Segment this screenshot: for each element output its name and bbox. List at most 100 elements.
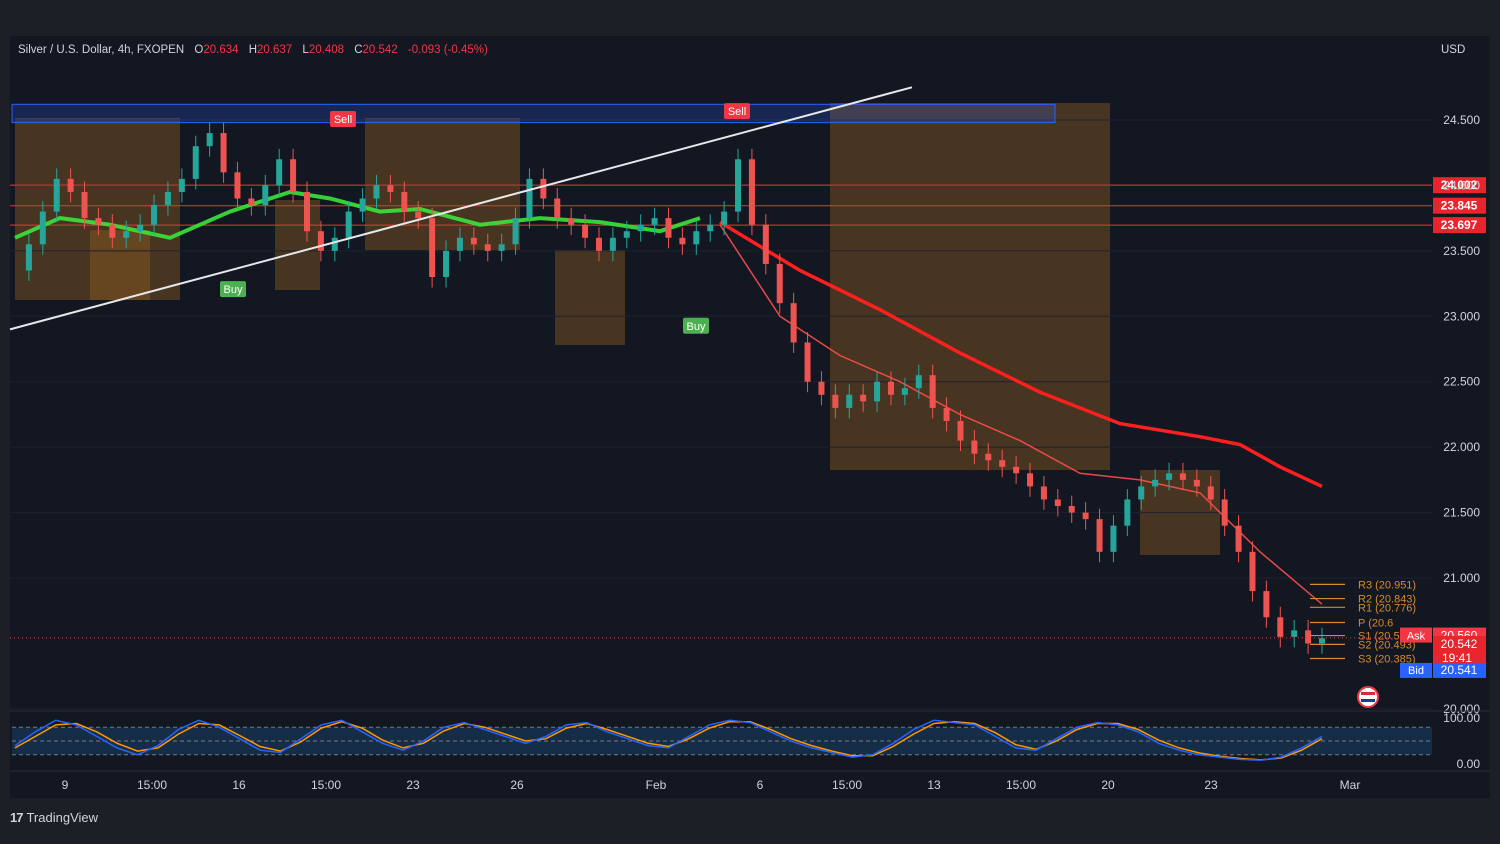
candle-body [623,231,630,238]
candle-body [178,178,185,192]
y-tick-label: 22.500 [1443,375,1480,389]
x-tick-label: 15:00 [137,778,167,792]
currency-label[interactable]: USD [1441,44,1466,56]
close-label: C [354,44,363,56]
candle-body [498,244,505,251]
grid [10,119,1432,710]
candle-body [1277,617,1284,637]
candle-body [915,375,922,389]
candle-body [303,191,310,232]
flag-stripe [1361,692,1375,695]
indicator-lines [14,189,1323,605]
candle-body [1249,551,1256,592]
pivot-label: S3 (20.385) [1358,653,1415,665]
candle-body [665,218,672,238]
candle-body [1221,499,1228,526]
candle-body [1110,525,1117,552]
candle-body [401,191,408,212]
sell-signal [724,103,750,120]
candle-body [679,237,686,245]
candle-body [721,211,728,225]
level-tag [1433,177,1486,194]
candle-body [887,381,894,395]
candle-body [568,218,575,225]
candle-body [901,388,908,395]
candle-body [735,159,742,212]
candle-body [123,231,130,238]
candle-body [248,198,255,206]
tradingview-brand[interactable]: 17 TradingView [10,810,98,825]
candle-body [1082,512,1089,520]
candle-body [1040,486,1047,500]
candle-body [1013,466,1020,474]
candle-body [1193,479,1200,487]
candle-body [637,224,644,232]
x-tick-label: 6 [757,778,764,792]
brand-name: TradingView [26,810,99,825]
candle-body [999,460,1006,467]
candle-body [790,303,797,343]
x-tick-label: 26 [510,778,524,792]
candle-body [971,440,978,454]
bid-value-tag [1433,662,1486,678]
symbol-name: Silver / U.S. Dollar, 4h, FXOPEN [18,44,185,56]
candle-body [1235,525,1242,552]
pivot-label: P (20.6 [1358,617,1393,629]
candle-body [276,159,283,186]
candle-body [387,185,394,192]
ask-tag [1400,627,1432,643]
candle-body [846,394,853,408]
us-flag-icon [1357,686,1379,708]
osc-tick-label: 100.00 [1443,711,1480,725]
candle-body [95,218,102,225]
candle-body [526,178,533,219]
high-value: 20.637 [257,44,293,56]
y-tick-label: 20.000 [1443,702,1480,716]
x-tick-label: 16 [232,778,246,792]
oscillator-pane: 100.00 0.00 [10,710,1490,771]
candle-body [234,172,241,199]
candle-body [39,211,46,245]
y-axis: 24.500 24.000 23.500 23.000 22.500 22.000 21.5… [1443,113,1480,716]
slow-ema-line [719,220,1323,488]
bid-label: Bid [1408,665,1424,677]
signals: Sell Sell Buy Buy [220,103,750,334]
shade-zone [90,230,150,300]
level-tag-label: 24.002 [1441,178,1478,192]
candle-body [359,198,366,212]
candle-body [429,218,436,278]
pivot-label: S1 (20.56) [1358,631,1409,643]
candle-body [1096,519,1103,552]
candle-body [874,381,881,402]
candle-body [1124,499,1131,526]
pivot-label: R2 (20.843) [1358,594,1416,606]
x-tick-label: 23 [1204,778,1218,792]
x-tick-label: 20 [1101,778,1115,792]
trendline [9,86,913,331]
signal-label: Buy [224,284,243,296]
candle-body [651,218,658,225]
candle-body [290,159,297,192]
ohlc-legend: Silver / U.S. Dollar, 4h, FXOPEN O20.634… [18,44,488,56]
oscillator-k-line [14,719,1323,762]
candle-body [595,237,602,251]
signal-label: Buy [687,321,706,333]
candle-body [1068,506,1075,513]
candle-body [456,237,463,251]
candle-body [985,453,992,461]
candle-body [206,133,213,147]
y-tick-label: 24.000 [1443,178,1480,192]
candle-body [540,178,547,199]
y-tick-label: 23.500 [1443,244,1480,258]
x-tick-label: 13 [927,778,941,792]
candle-body [415,211,422,219]
price-series [25,122,1325,654]
candle-body [957,420,964,441]
y-tick-label: 21.000 [1443,571,1480,585]
candle-body [25,244,32,271]
candle-body [262,185,269,206]
high-label: H [248,44,258,56]
